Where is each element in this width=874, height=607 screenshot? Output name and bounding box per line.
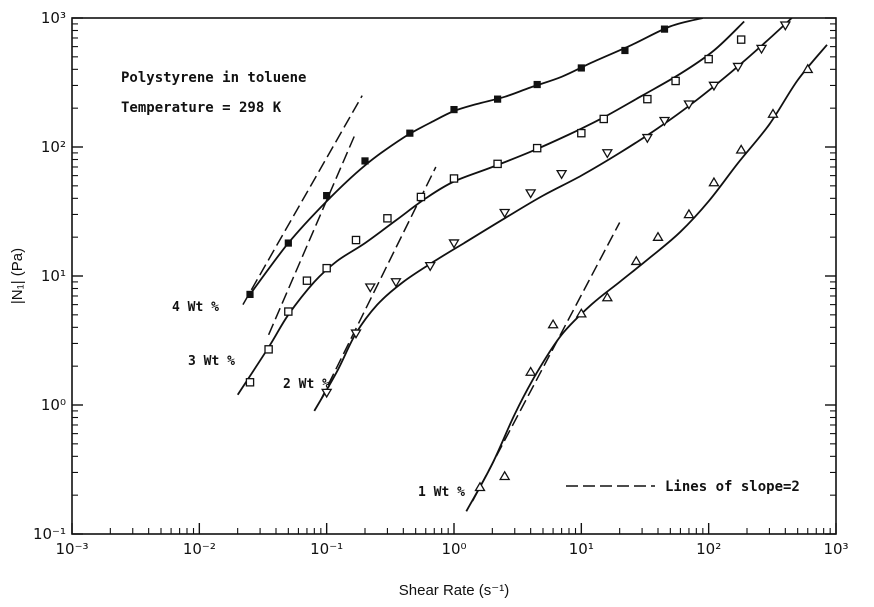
data-point — [322, 263, 331, 273]
x-tick-label: 10³ — [823, 540, 848, 558]
data-point — [735, 144, 747, 154]
chart-texts: 10⁻³ 10⁻² 10⁻¹ 10⁰ 10¹ 10² 10³ 10⁻¹ 10⁰ 10¹ 10² 10³… — [9, 9, 849, 599]
data-point — [736, 35, 746, 44]
data-point — [264, 345, 273, 354]
data-point — [683, 208, 695, 219]
annotation-system: Polystyrene in toluene — [121, 70, 306, 86]
plot-frame — [71, 17, 837, 535]
data-point — [708, 176, 720, 187]
y-tick-label: 10⁻¹ — [33, 525, 66, 543]
axes — [71, 17, 837, 535]
data-point — [671, 76, 680, 86]
series-label: 1 Wt % — [418, 485, 465, 500]
data-point — [416, 192, 426, 202]
data-point — [547, 318, 559, 329]
x-tick-label: 10⁻³ — [55, 540, 88, 558]
data-point — [599, 114, 609, 124]
data-point — [630, 255, 642, 266]
data-point — [383, 214, 392, 223]
data-point — [755, 44, 768, 55]
data-point — [708, 81, 720, 92]
data-point — [323, 192, 331, 200]
data-point — [779, 21, 791, 31]
x-tick-label: 10² — [696, 540, 721, 558]
data-point — [533, 80, 541, 89]
data-point — [449, 174, 459, 183]
data-point — [284, 239, 292, 247]
data-point — [575, 307, 587, 318]
data-point — [474, 481, 486, 492]
data-point — [660, 25, 669, 33]
data-point — [321, 388, 333, 399]
y-tick-label: 10¹ — [41, 267, 66, 285]
data-point — [361, 157, 369, 165]
data-point — [555, 169, 568, 180]
legend-label: Lines of slope=2 — [665, 479, 800, 495]
y-tick-label: 10³ — [41, 9, 66, 27]
data-point — [246, 290, 254, 299]
x-tick-label: 10¹ — [569, 540, 594, 558]
fit-curve — [246, 18, 704, 299]
y-axis-title: |N₁| (Pa) — [9, 248, 26, 304]
data-point — [302, 276, 312, 285]
data-point — [732, 62, 744, 73]
data-point — [284, 307, 293, 316]
slope-line — [242, 95, 363, 305]
data-point — [493, 159, 502, 169]
series-label: 3 Wt % — [188, 354, 235, 369]
data-point — [577, 128, 586, 138]
data-point — [621, 46, 629, 55]
annotation-temperature: Temperature = 298 K — [121, 100, 282, 116]
data-point — [364, 283, 376, 293]
data-point — [704, 54, 713, 64]
data-point — [577, 64, 585, 72]
data-point — [424, 261, 436, 272]
data-point — [641, 133, 653, 144]
slope-line — [267, 132, 357, 336]
data-point — [525, 189, 537, 199]
data-point — [802, 63, 814, 74]
data-point — [767, 108, 779, 118]
series-label: 4 Wt % — [172, 300, 219, 315]
data-points — [245, 21, 814, 492]
data-point — [494, 95, 502, 103]
fit-curve — [236, 20, 745, 396]
y-tick-label: 10² — [41, 138, 66, 156]
slope-2-lines — [242, 95, 621, 502]
data-point — [525, 366, 537, 376]
data-point — [683, 100, 695, 110]
fit-curve — [465, 44, 828, 512]
data-point — [450, 105, 458, 114]
data-point — [499, 470, 511, 481]
data-point — [448, 239, 460, 249]
data-point — [499, 208, 511, 219]
data-point — [601, 149, 613, 159]
data-point — [658, 116, 671, 127]
data-point — [351, 235, 361, 245]
x-tick-label: 10⁻² — [183, 540, 216, 558]
x-axis-title: Shear Rate (s⁻¹) — [399, 582, 509, 599]
data-point — [390, 278, 402, 288]
data-point — [406, 129, 414, 137]
x-tick-label: 10⁻¹ — [310, 540, 343, 558]
data-point — [643, 94, 652, 104]
data-point — [350, 329, 362, 340]
y-tick-label: 10⁰ — [41, 396, 66, 414]
x-tick-label: 10⁰ — [441, 540, 466, 558]
data-point — [601, 291, 613, 302]
slope-line — [471, 222, 621, 502]
data-point — [652, 231, 664, 241]
data-point — [245, 378, 255, 387]
slope-line — [320, 166, 437, 400]
data-point — [532, 143, 542, 153]
series-label: 2 Wt % — [283, 377, 330, 392]
